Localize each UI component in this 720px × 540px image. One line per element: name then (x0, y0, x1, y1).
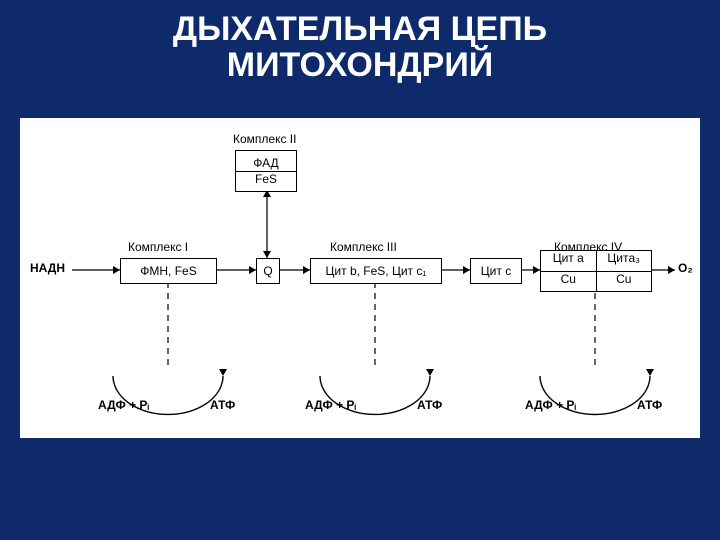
nadh-label: НАДН (30, 261, 65, 275)
complex1-label: Комплекс I (128, 240, 188, 254)
cytc-box: Цит c (470, 258, 522, 284)
title-line1: ДЫХАТЕЛЬНАЯ ЦЕПЬ (173, 10, 547, 48)
complex1-box: ФМН, FeS (120, 258, 217, 284)
adp-label-0: АДФ + Pᵢ (98, 398, 149, 412)
complex3-box: Цит b, FeS, Цит c₁ (310, 258, 442, 284)
atp-label-1: АТФ (417, 398, 442, 412)
diagram-area: НАДН Комплекс I ФМН, FeS Q Комплекс II ФАДFeS… (20, 118, 700, 438)
slide: ДЫХАТЕЛЬНАЯ ЦЕПЬ МИТОХОНДРИЙ НАДН Комплек… (0, 0, 720, 540)
slide-title: ДЫХАТЕЛЬНАЯ ЦЕПЬ МИТОХОНДРИЙ (0, 12, 720, 83)
complex2-box: ФАДFeS (235, 150, 297, 192)
adp-label-1: АДФ + Pᵢ (305, 398, 356, 412)
title-line2: МИТОХОНДРИЙ (227, 46, 493, 84)
complex4-box: Цит aЦитa₃CuCu (540, 250, 652, 292)
q-box: Q (256, 258, 280, 284)
adp-label-2: АДФ + Pᵢ (525, 398, 576, 412)
complex2-label: Комплекс II (233, 132, 296, 146)
o2-label: O₂ (678, 261, 693, 275)
atp-label-0: АТФ (210, 398, 235, 412)
atp-label-2: АТФ (637, 398, 662, 412)
complex3-label: Комплекс III (330, 240, 397, 254)
